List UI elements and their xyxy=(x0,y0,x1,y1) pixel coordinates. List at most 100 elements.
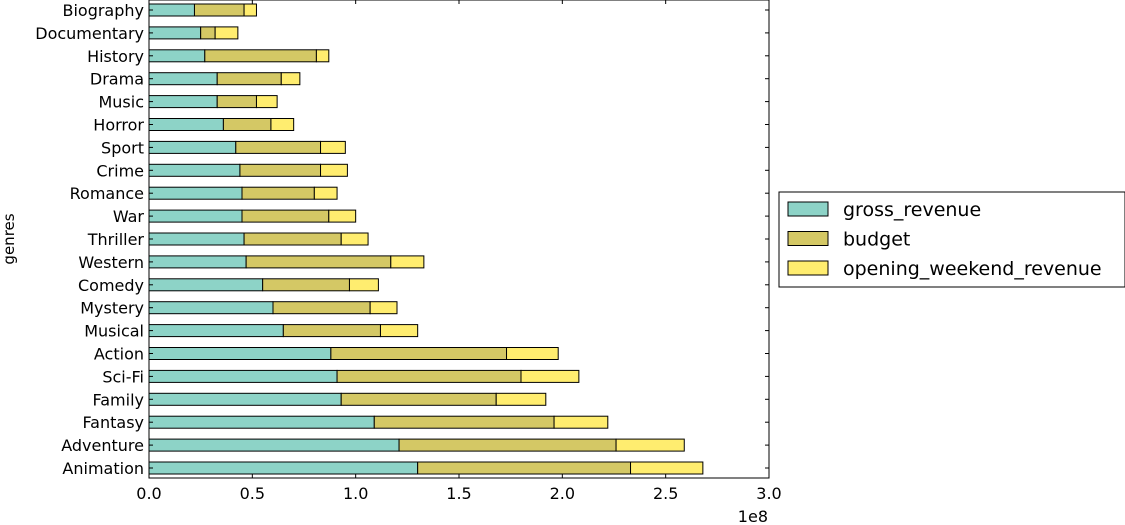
bar-gross-revenue-romance xyxy=(148,186,243,200)
y-tick-label-romance: Romance xyxy=(70,184,144,203)
y-tick-label-music: Music xyxy=(98,93,144,112)
legend-swatch-gross-revenue xyxy=(787,201,829,217)
bar-budget-biography xyxy=(193,3,245,17)
bar-opening-weekend-revenue-adventure xyxy=(615,438,685,452)
bar-gross-revenue-sci-fi xyxy=(148,369,338,383)
bar-gross-revenue-sport xyxy=(148,140,237,154)
y-tick-label-history: History xyxy=(87,47,144,66)
bar-budget-horror xyxy=(222,118,272,131)
bar-opening-weekend-revenue-drama xyxy=(280,72,301,86)
bar-budget-fantasy xyxy=(373,415,555,429)
x-ticks-group: 0.0 0.5 1.0 1.5 2.0 2.5 3.0 xyxy=(136,0,782,503)
y-tick-label-documentary: Documentary xyxy=(35,24,144,43)
bar-budget-western xyxy=(245,255,392,269)
legend-box xyxy=(778,191,1125,288)
bar-budget-sport xyxy=(235,140,322,154)
y-tick-label-western: Western xyxy=(78,253,144,272)
bar-gross-revenue-fantasy xyxy=(148,415,375,429)
bar-gross-revenue-war xyxy=(148,209,243,223)
bar-opening-weekend-revenue-war xyxy=(328,209,357,223)
x-axis-multiplier-label: 1e8 xyxy=(738,507,768,525)
bar-gross-revenue-crime xyxy=(148,163,241,177)
bar-budget-musical xyxy=(282,324,381,338)
y-tick-label-sci-fi: Sci-Fi xyxy=(102,367,144,386)
bar-opening-weekend-revenue-sport xyxy=(320,140,346,154)
bar-opening-weekend-revenue-documentary xyxy=(214,26,239,40)
bar-opening-weekend-revenue-biography xyxy=(243,3,257,17)
bar-opening-weekend-revenue-history xyxy=(315,49,330,63)
bar-opening-weekend-revenue-western xyxy=(390,255,425,269)
x-tick-label-1-0: 1.0 xyxy=(343,484,368,503)
bar-budget-documentary xyxy=(200,26,216,40)
bar-opening-weekend-revenue-thriller xyxy=(340,232,369,246)
y-tick-label-musical: Musical xyxy=(84,322,144,341)
y-tick-label-fantasy: Fantasy xyxy=(82,413,144,432)
bar-budget-comedy xyxy=(262,278,350,292)
bar-budget-sci-fi xyxy=(336,369,522,383)
bar-opening-weekend-revenue-comedy xyxy=(348,278,379,292)
bar-opening-weekend-revenue-family xyxy=(495,392,547,406)
bar-gross-revenue-comedy xyxy=(148,278,264,292)
bar-gross-revenue-biography xyxy=(148,3,195,17)
bar-gross-revenue-family xyxy=(148,392,342,406)
y-axis-label: genres xyxy=(0,213,18,264)
legend-label-gross-revenue: gross_revenue xyxy=(843,199,981,221)
bar-gross-revenue-horror xyxy=(148,118,224,131)
bar-budget-animation xyxy=(417,461,632,475)
y-tick-label-adventure: Adventure xyxy=(61,436,144,455)
bar-opening-weekend-revenue-romance xyxy=(313,186,338,200)
bar-budget-thriller xyxy=(243,232,342,246)
bar-opening-weekend-revenue-mystery xyxy=(369,301,398,315)
y-tick-label-crime: Crime xyxy=(96,161,144,180)
legend-label-budget: budget xyxy=(843,229,910,251)
bar-gross-revenue-animation xyxy=(148,461,419,475)
bar-budget-music xyxy=(216,95,257,109)
bar-budget-history xyxy=(204,49,317,63)
y-tick-label-drama: Drama xyxy=(90,70,144,89)
y-tick-label-sport: Sport xyxy=(101,138,144,157)
bar-gross-revenue-documentary xyxy=(148,26,202,40)
bar-gross-revenue-drama xyxy=(148,72,218,86)
legend-swatch-budget xyxy=(787,231,829,246)
bar-opening-weekend-revenue-music xyxy=(255,95,278,109)
x-tick-label-2-5: 2.5 xyxy=(653,484,678,503)
bar-gross-revenue-mystery xyxy=(148,301,274,315)
y-tick-label-family: Family xyxy=(93,390,144,409)
bar-budget-war xyxy=(241,209,330,223)
y-tick-label-thriller: Thriller xyxy=(87,230,145,249)
x-tick-label-0-0: 0.0 xyxy=(136,484,161,503)
y-tick-label-action: Action xyxy=(94,345,144,364)
y-tick-label-animation: Animation xyxy=(62,459,144,478)
bar-opening-weekend-revenue-action xyxy=(506,347,559,360)
y-tick-label-biography: Biography xyxy=(62,1,144,20)
x-tick-label-1-5: 1.5 xyxy=(446,484,471,503)
bar-opening-weekend-revenue-animation xyxy=(630,461,704,475)
bar-budget-family xyxy=(340,392,497,406)
y-tick-label-mystery: Mystery xyxy=(80,299,144,318)
y-tick-label-war: War xyxy=(113,207,145,226)
x-tick-label-3-0: 3.0 xyxy=(756,484,781,503)
bar-gross-revenue-western xyxy=(148,255,247,269)
bar-budget-mystery xyxy=(272,301,371,315)
bar-opening-weekend-revenue-sci-fi xyxy=(520,369,580,383)
y-tick-label-comedy: Comedy xyxy=(78,276,144,295)
bar-gross-revenue-adventure xyxy=(148,438,400,452)
bar-gross-revenue-music xyxy=(148,95,218,109)
bar-opening-weekend-revenue-crime xyxy=(320,163,348,177)
x-tick-label-0-5: 0.5 xyxy=(240,484,265,503)
bar-gross-revenue-action xyxy=(148,347,332,360)
bar-opening-weekend-revenue-horror xyxy=(270,118,295,131)
y-tick-label-horror: Horror xyxy=(93,116,144,135)
legend-label-opening-weekend-revenue: opening_weekend_revenue xyxy=(843,258,1102,280)
x-tick-label-2-0: 2.0 xyxy=(550,484,575,503)
legend-swatch-opening-weekend-revenue xyxy=(787,260,829,276)
bar-opening-weekend-revenue-musical xyxy=(379,324,419,338)
y-ticks-group: Animation Adventure Fantasy Family Sci-Fi Act… xyxy=(35,1,769,478)
bar-budget-action xyxy=(330,347,508,360)
bars-group xyxy=(148,3,704,475)
bar-budget-adventure xyxy=(398,438,617,452)
bar-budget-drama xyxy=(216,72,282,86)
bar-budget-crime xyxy=(239,163,322,177)
